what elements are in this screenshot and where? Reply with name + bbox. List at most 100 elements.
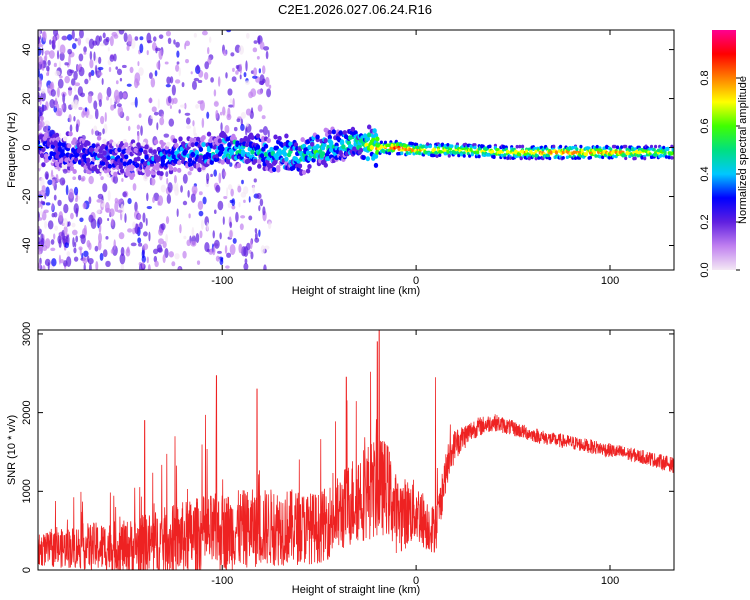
spectrogram-ridge-cell — [405, 150, 409, 155]
spectrogram-ridge-cell — [534, 149, 538, 154]
spectrogram-noise-cell — [227, 184, 233, 191]
spectrogram-ridge-cell — [611, 154, 616, 159]
spectrogram-noise-cell — [243, 199, 246, 203]
spectrogram-noise-cell — [50, 247, 56, 252]
spectrogram-noise-cell — [215, 184, 221, 193]
spectrogram-noise-cell — [215, 109, 219, 119]
spectrogram-ridge-cell — [641, 148, 645, 153]
spectrogram-noise-cell — [120, 203, 125, 215]
spectrogram-noise-cell — [93, 51, 96, 62]
spectrogram-noise-cell — [130, 101, 137, 106]
spectrogram-noise-cell — [51, 178, 56, 187]
spectrogram-noise-cell — [165, 233, 169, 244]
spectrogram-noise-cell — [73, 116, 76, 122]
spectrogram-noise-cell — [112, 175, 119, 184]
spectrogram-noise-cell — [127, 34, 133, 46]
spectrogram-noise-cell — [249, 239, 253, 250]
spectrogram-ridge-cell — [315, 143, 320, 149]
spectrogram-noise-cell — [47, 179, 53, 186]
spectrogram-ridge-cell — [473, 143, 477, 147]
x-tick-label: 0 — [413, 575, 419, 587]
spectrogram-ridge-cell — [322, 142, 327, 148]
spectrogram-ridge-cell — [558, 144, 563, 149]
spectrogram-noise-cell — [51, 202, 54, 211]
spectrogram-noise-cell — [127, 125, 131, 132]
spectrogram-noise-cell — [217, 250, 222, 254]
spectrogram-noise-cell — [229, 98, 233, 104]
spectrogram-ridge-cell — [102, 150, 107, 156]
spectrogram-noise-cell — [266, 88, 272, 98]
spectrogram-ridge-cell — [190, 142, 195, 148]
spectrogram-ridge-cell — [469, 144, 473, 149]
spectrogram-noise-cell — [45, 202, 51, 206]
spectrogram-ridge-cell — [425, 142, 430, 146]
spectrogram-ridge-cell — [176, 160, 182, 166]
spectrogram-ridge-cell — [488, 144, 492, 149]
spectrogram-ridge-cell — [194, 149, 200, 155]
spectrogram-noise-cell — [72, 237, 75, 248]
spectrogram-noise-cell — [85, 37, 90, 44]
snr-y-axis-label: SNR (10 * v/v) — [6, 415, 18, 485]
spectrogram-ridge-cell — [261, 146, 266, 152]
spectrogram-ridge-cell — [236, 162, 242, 168]
spectrogram-ridge-cell — [41, 162, 46, 168]
spectrogram-noise-cell — [102, 32, 106, 39]
spectrogram-ridge-cell — [198, 154, 204, 160]
spectrogram-noise-cell — [84, 78, 89, 85]
spectrogram-noise-cell — [73, 70, 78, 81]
spectrogram-ridge-cell — [328, 140, 334, 146]
spectrogram-ridge-cell — [124, 142, 129, 148]
spectrogram-ridge-cell — [588, 155, 593, 160]
spectrogram-noise-cell — [194, 132, 198, 138]
spectrogram-noise-cell — [58, 254, 61, 265]
spectrogram-noise-cell — [243, 246, 249, 258]
spectrogram-noise-cell — [125, 115, 130, 122]
spectrogram-noise-cell — [113, 239, 116, 251]
spectrogram-ridge-cell — [379, 140, 384, 145]
spectrogram-noise-cell — [238, 45, 245, 55]
spectrogram-noise-cell — [150, 115, 154, 120]
spectrogram-noise-cell — [53, 194, 57, 201]
snr-marks — [38, 330, 674, 570]
spectrogram-ridge-cell — [72, 168, 77, 174]
spectrogram-noise-cell — [168, 251, 174, 258]
spectrogram-noise-cell — [116, 209, 123, 213]
spectrogram-noise-cell — [161, 113, 164, 119]
spectrogram-noise-cell — [259, 198, 264, 207]
spectrogram-ridge-cell — [341, 144, 346, 150]
spectrogram-ridge-cell — [323, 138, 328, 144]
spectrogram-noise-cell — [67, 221, 71, 227]
spectrogram-noise-cell — [223, 171, 227, 177]
spectrogram-noise-cell — [196, 260, 201, 265]
spectrogram-noise-cell — [240, 215, 246, 219]
spectrogram-noise-cell — [57, 87, 60, 98]
spectrogram-ridge-cell — [390, 143, 394, 148]
spectrogram-noise-cell — [71, 222, 76, 228]
spectrogram-noise-cell — [210, 173, 213, 178]
spectrogram-noise-cell — [138, 67, 144, 76]
spectrogram-ridge-cell — [477, 154, 481, 159]
spectrogram-ridge-cell — [373, 162, 379, 168]
spectrogram-noise-cell — [242, 186, 249, 195]
spectrogram-ridge-cell — [615, 145, 620, 150]
spectrogram-noise-cell — [241, 179, 244, 185]
spectrogram-noise-cell — [95, 261, 99, 270]
spectrogram-noise-cell — [74, 82, 81, 87]
spectrogram-noise-cell — [94, 108, 99, 120]
spectrogram-noise-cell — [190, 71, 193, 75]
spectrogram-ridge-cell — [263, 143, 269, 149]
spectrogram-noise-cell — [134, 36, 139, 41]
spectrogram-noise-cell — [78, 30, 84, 39]
spectrogram-ridge-cell — [523, 152, 527, 157]
spectrogram-ridge-cell — [284, 133, 289, 139]
spectrogram-noise-cell — [81, 175, 86, 182]
spectrogram-ridge-cell — [411, 141, 415, 146]
spectrogram-noise-cell — [184, 40, 191, 47]
spectrogram-noise-cell — [182, 250, 187, 259]
spectrogram-ridge-cell — [404, 147, 408, 152]
spectrogram-noise-cell — [228, 104, 234, 108]
spectrogram-ridge-cell — [397, 147, 401, 151]
spectrogram-noise-cell — [238, 243, 243, 254]
spectrogram-noise-cell — [72, 42, 77, 50]
